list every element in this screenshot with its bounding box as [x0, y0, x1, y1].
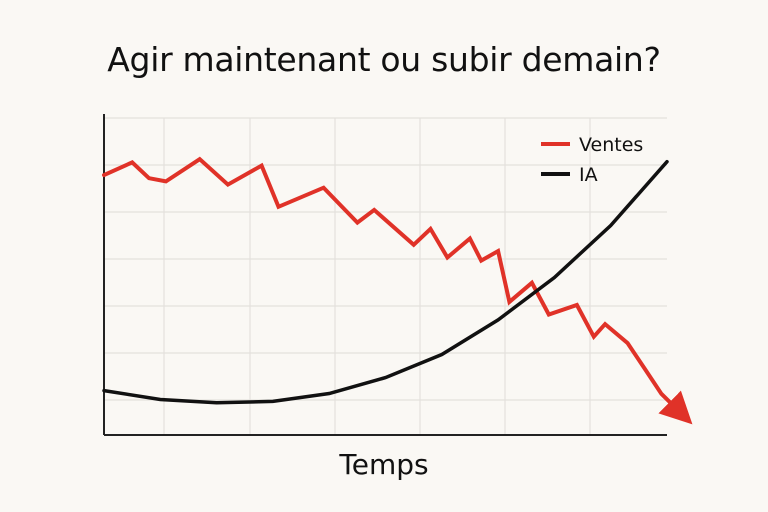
chart-title: Agir maintenant ou subir demain? [107, 40, 661, 79]
series-line-ia [102, 159, 669, 405]
x-axis-label: Temps [339, 448, 429, 481]
series-line-ventes [102, 156, 693, 425]
series-layer [102, 156, 693, 425]
axes [103, 114, 667, 436]
legend: Ventes IA [541, 134, 643, 186]
legend-label-ventes: Ventes [579, 134, 643, 156]
legend-label-ia: IA [579, 164, 598, 186]
